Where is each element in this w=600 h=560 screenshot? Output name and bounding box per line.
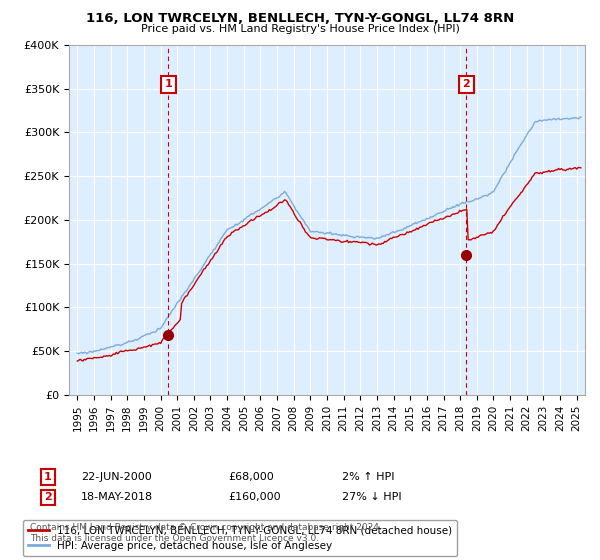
Text: 2: 2 [44, 492, 52, 502]
Legend: 116, LON TWRCELYN, BENLLECH, TYN-Y-GONGL, LL74 8RN (detached house), HPI: Averag: 116, LON TWRCELYN, BENLLECH, TYN-Y-GONGL… [23, 520, 457, 556]
Text: £160,000: £160,000 [228, 492, 281, 502]
Text: 2: 2 [463, 79, 470, 89]
Text: 1: 1 [44, 472, 52, 482]
Text: 18-MAY-2018: 18-MAY-2018 [81, 492, 153, 502]
Text: 2% ↑ HPI: 2% ↑ HPI [342, 472, 395, 482]
Text: 1: 1 [164, 79, 172, 89]
Text: £68,000: £68,000 [228, 472, 274, 482]
Text: 116, LON TWRCELYN, BENLLECH, TYN-Y-GONGL, LL74 8RN: 116, LON TWRCELYN, BENLLECH, TYN-Y-GONGL… [86, 12, 514, 25]
Text: 22-JUN-2000: 22-JUN-2000 [81, 472, 152, 482]
Text: Price paid vs. HM Land Registry's House Price Index (HPI): Price paid vs. HM Land Registry's House … [140, 24, 460, 34]
Text: This data is licensed under the Open Government Licence v3.0.: This data is licensed under the Open Gov… [30, 534, 319, 543]
Text: 27% ↓ HPI: 27% ↓ HPI [342, 492, 401, 502]
Text: Contains HM Land Registry data © Crown copyright and database right 2024.: Contains HM Land Registry data © Crown c… [30, 523, 382, 532]
